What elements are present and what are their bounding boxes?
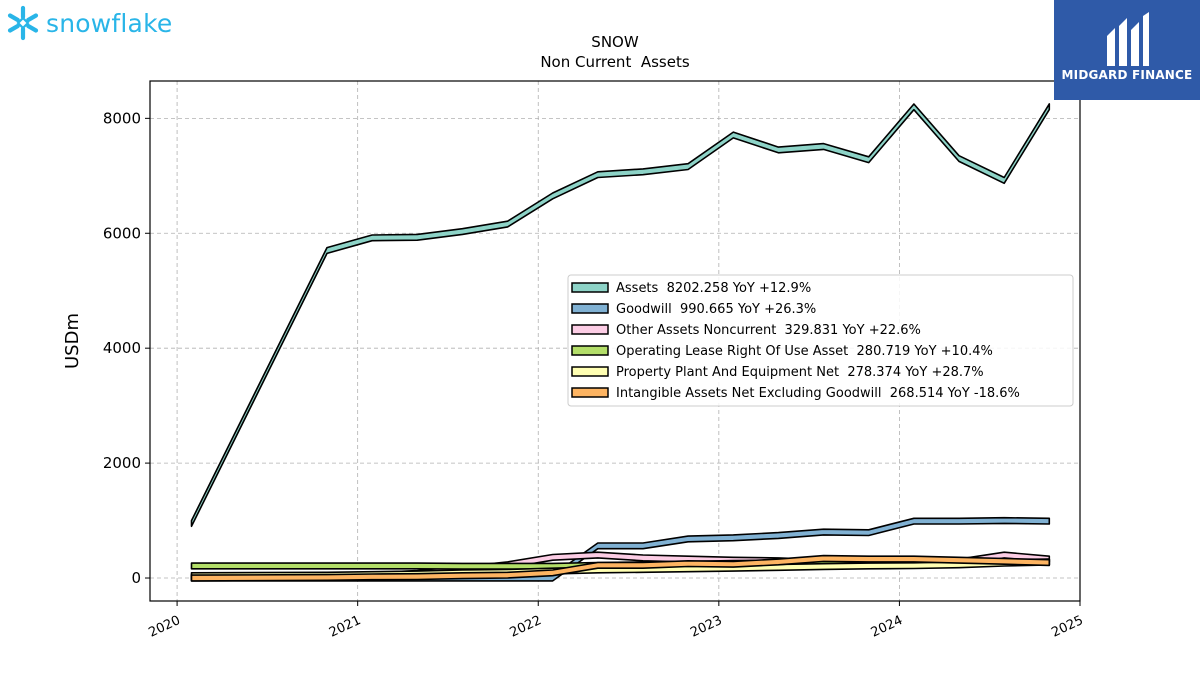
y-tick-label: 8000 <box>103 109 141 127</box>
x-tick-label: 2025 <box>1049 613 1085 641</box>
legend-swatch <box>571 387 609 398</box>
legend-label: Intangible Assets Net Excluding Goodwill… <box>616 386 1020 401</box>
area-series <box>190 103 1051 582</box>
x-tick-label: 2020 <box>146 613 182 641</box>
chart-title: SNOW <box>591 33 639 51</box>
legend-label: Property Plant And Equipment Net 278.374… <box>616 365 984 380</box>
legend-swatch <box>571 303 609 314</box>
x-tick-label: 2021 <box>327 613 363 641</box>
y-tick-label: 0 <box>131 569 141 587</box>
snowflake-wordmark: snowflake <box>46 8 173 38</box>
legend-swatch <box>571 345 609 356</box>
legend-label: Operating Lease Right Of Use Asset 280.7… <box>616 344 993 359</box>
x-tick-label: 2024 <box>869 613 905 641</box>
legend-swatch <box>571 324 609 335</box>
series-band-assets <box>190 103 1051 528</box>
legend-box <box>567 274 1074 407</box>
x-tick-label: 2022 <box>508 613 544 641</box>
legend: Assets 8202.258 YoY +12.9% Goodwill 990.6… <box>567 274 1074 407</box>
chart-subtitle: Non Current Assets <box>540 53 690 71</box>
snowflake-icon <box>7 5 39 41</box>
series-band-intangible-assets-net-excluding-goodwill <box>190 554 1051 582</box>
y-tick-label: 6000 <box>103 224 141 242</box>
legend-label: Other Assets Noncurrent 329.831 YoY +22.… <box>616 323 921 338</box>
y-axis-label: USDm <box>62 313 83 369</box>
legend-swatch <box>571 282 609 293</box>
legend-label: Goodwill 990.665 YoY +26.3% <box>616 302 816 317</box>
snowflake-logo: snowflake <box>4 4 172 42</box>
legend-label: Assets 8202.258 YoY +12.9% <box>616 281 811 296</box>
y-tick-label: 4000 <box>103 339 141 357</box>
midgard-finance-wordmark: MIDGARD FINANCE <box>1061 68 1193 82</box>
midgard-finance-logo: MIDGARD FINANCE <box>1054 0 1200 100</box>
plot-frame <box>149 80 1081 602</box>
midgard-mark-icon <box>1107 12 1149 66</box>
x-tick-label: 2023 <box>688 613 724 641</box>
y-tick-label: 2000 <box>103 454 141 472</box>
legend-swatch <box>571 366 609 377</box>
